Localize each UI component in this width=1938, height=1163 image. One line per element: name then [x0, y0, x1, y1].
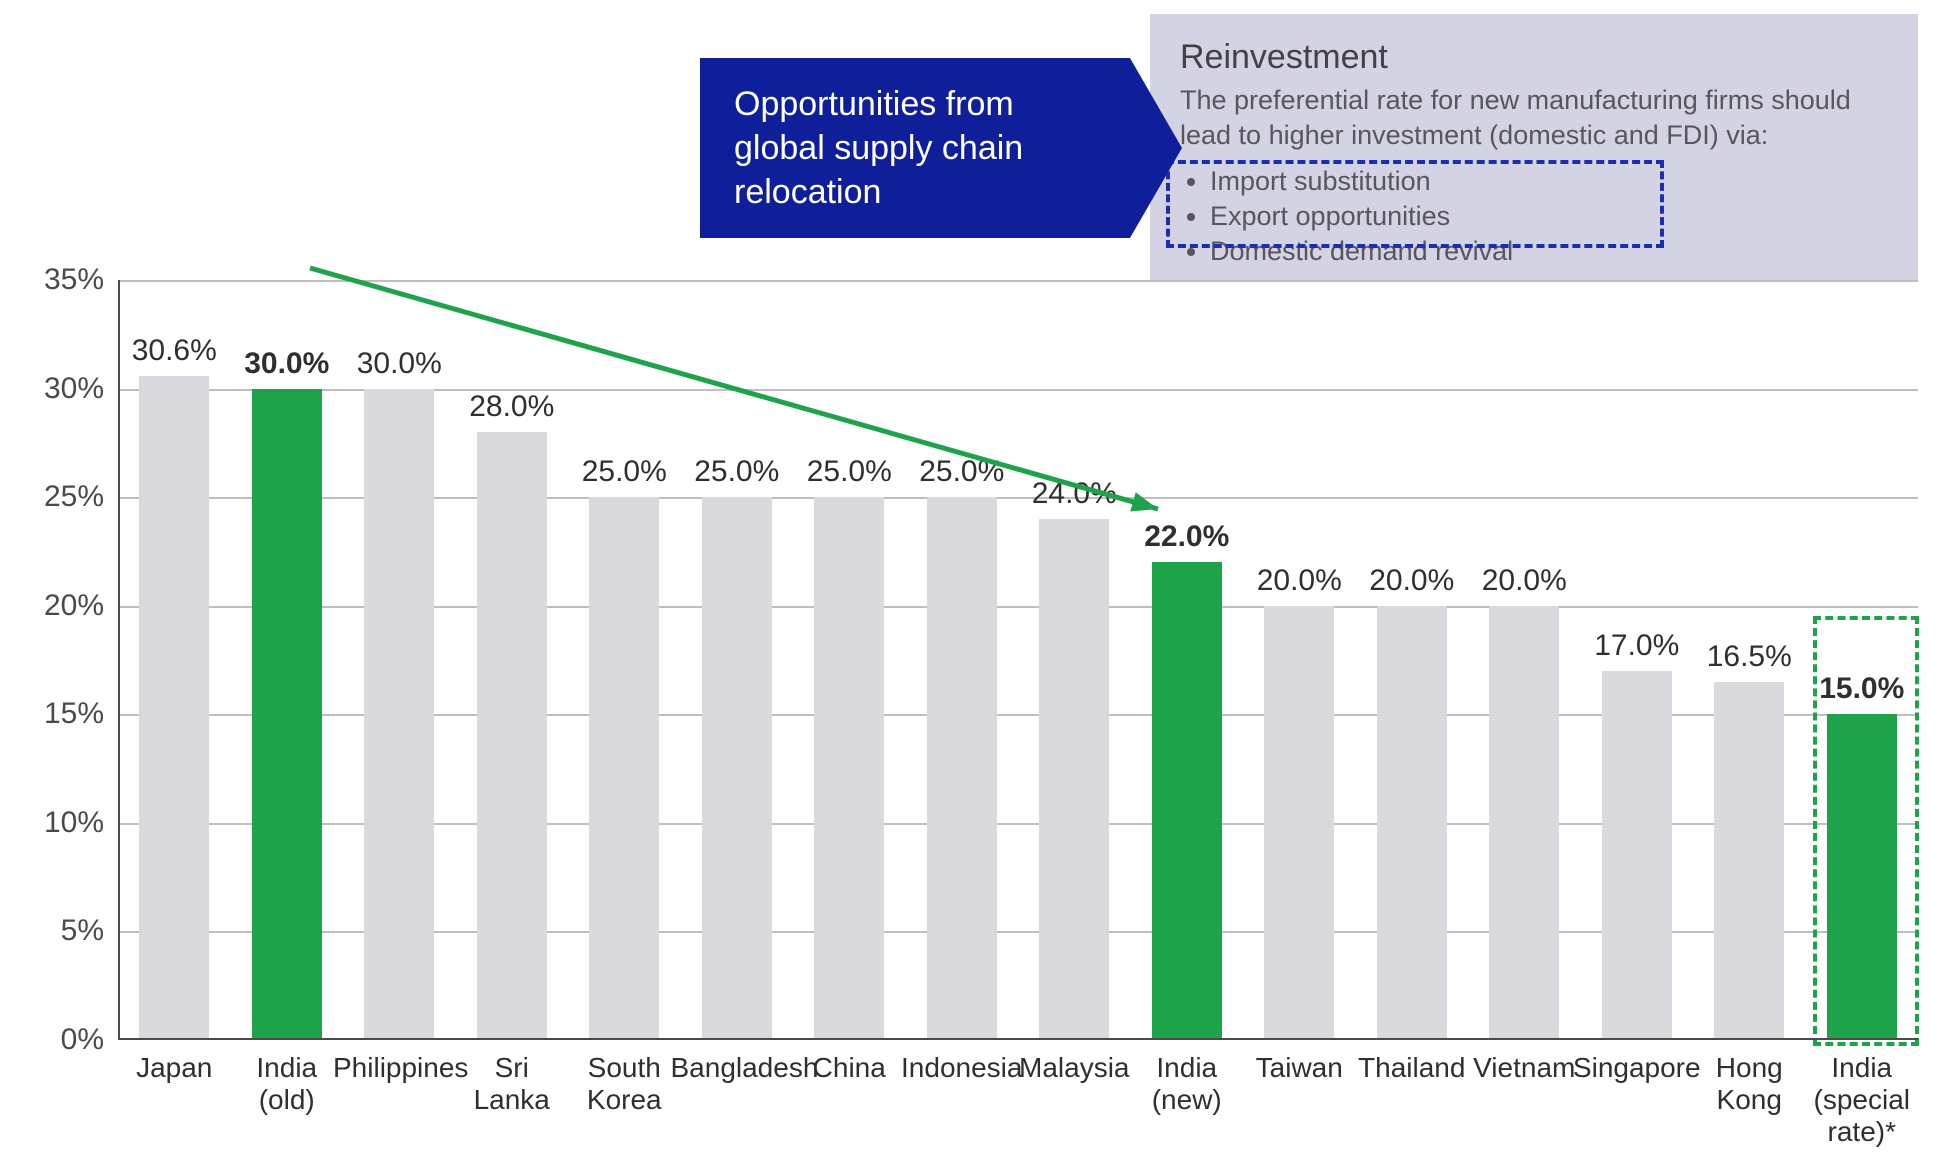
- bar-slot: 20.0%Thailand: [1356, 280, 1469, 1040]
- bar: 17.0%: [1602, 671, 1672, 1040]
- bar-value-label: 25.0%: [807, 455, 892, 489]
- bar-value-label: 24.0%: [1032, 477, 1117, 511]
- bar: 30.6%: [139, 376, 209, 1040]
- bar: 25.0%: [927, 497, 997, 1040]
- y-tick-label: 30%: [44, 372, 118, 406]
- plot-area: 30.6%Japan30.0%India (old)30.0%Philippin…: [118, 280, 1918, 1040]
- bar-slot: 20.0%Vietnam: [1468, 280, 1581, 1040]
- bar-value-label: 16.5%: [1707, 640, 1792, 674]
- bar-slot: 30.0%Philippines: [343, 280, 456, 1040]
- bar-value-label: 22.0%: [1144, 520, 1229, 554]
- y-tick-label: 0%: [61, 1023, 118, 1057]
- y-tick-label: 5%: [61, 914, 118, 948]
- bar: 20.0%: [1489, 606, 1559, 1040]
- bar-highlight: 15.0%: [1827, 714, 1897, 1040]
- bar: 28.0%: [477, 432, 547, 1040]
- bar: 25.0%: [702, 497, 772, 1040]
- bar-value-label: 30.6%: [132, 334, 217, 368]
- bar-value-label: 30.0%: [244, 347, 329, 381]
- bar-value-label: 15.0%: [1819, 672, 1904, 706]
- bar-highlight: 30.0%: [252, 389, 322, 1040]
- x-axis-line: [118, 1038, 1918, 1040]
- bar-slot: 22.0%India (new): [1131, 280, 1244, 1040]
- bar-slot: 15.0%India (special rate)*: [1806, 280, 1919, 1040]
- bar-slot: 25.0%Bangladesh: [681, 280, 794, 1040]
- bar: 20.0%: [1377, 606, 1447, 1040]
- bar-value-label: 25.0%: [919, 455, 1004, 489]
- bar-value-label: 20.0%: [1369, 564, 1454, 598]
- bar-slot: 28.0%Sri Lanka: [456, 280, 569, 1040]
- bar-value-label: 30.0%: [357, 347, 442, 381]
- bar-value-label: 20.0%: [1257, 564, 1342, 598]
- y-axis-line: [118, 280, 120, 1040]
- bar-slot: 25.0%Indonesia: [906, 280, 1019, 1040]
- y-tick-label: 20%: [44, 589, 118, 623]
- bar-slot: 25.0%South Korea: [568, 280, 681, 1040]
- bar: 25.0%: [814, 497, 884, 1040]
- bar-highlight: 22.0%: [1152, 562, 1222, 1040]
- bar-value-label: 17.0%: [1594, 629, 1679, 663]
- bar-slot: 17.0%Singapore: [1581, 280, 1694, 1040]
- bar-value-label: 25.0%: [582, 455, 667, 489]
- bar-slot: 30.6%Japan: [118, 280, 231, 1040]
- x-category-label: India (special rate)*: [1796, 1052, 1929, 1149]
- bar-chart: 30.6%Japan30.0%India (old)30.0%Philippin…: [0, 0, 1938, 1163]
- bar: 20.0%: [1264, 606, 1334, 1040]
- bar-slot: 24.0%Malaysia: [1018, 280, 1131, 1040]
- bar-slot: 16.5%Hong Kong: [1693, 280, 1806, 1040]
- y-tick-label: 35%: [44, 263, 118, 297]
- bar-value-label: 28.0%: [469, 390, 554, 424]
- y-tick-label: 10%: [44, 806, 118, 840]
- bar-slot: 30.0%India (old): [231, 280, 344, 1040]
- bar: 16.5%: [1714, 682, 1784, 1040]
- y-tick-label: 15%: [44, 697, 118, 731]
- bars-container: 30.6%Japan30.0%India (old)30.0%Philippin…: [118, 280, 1918, 1040]
- bar-value-label: 20.0%: [1482, 564, 1567, 598]
- bar: 30.0%: [364, 389, 434, 1040]
- bar-slot: 25.0%China: [793, 280, 906, 1040]
- bar-value-label: 25.0%: [694, 455, 779, 489]
- bar: 25.0%: [589, 497, 659, 1040]
- bar-slot: 20.0%Taiwan: [1243, 280, 1356, 1040]
- y-tick-label: 25%: [44, 480, 118, 514]
- bar: 24.0%: [1039, 519, 1109, 1040]
